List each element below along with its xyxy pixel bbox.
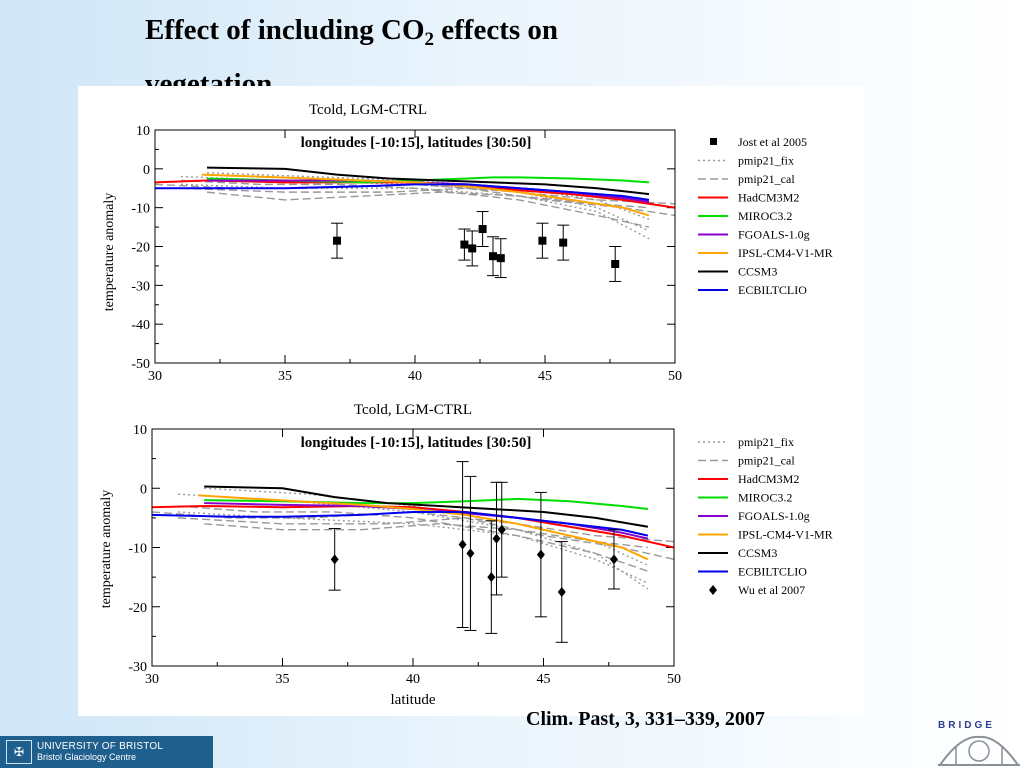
chart-1-series-pmip21-cal-line-0	[152, 511, 674, 543]
chart-0-legend-label: HadCM3M2	[738, 191, 799, 205]
chart-0-x-tick-label: 30	[148, 369, 162, 384]
university-of-bristol-logo: ✠ UNIVERSITY OF BRISTOL Bristol Glaciolo…	[0, 736, 213, 768]
chart-1-data-point	[497, 524, 506, 535]
chart-0-series-pmip21-cal-line-1	[180, 179, 650, 228]
citation: Clim. Past, 3, 331–339, 2007	[526, 708, 765, 730]
chart-0-legend-label: Jost et al 2005	[738, 135, 807, 149]
bridge-logo-text: BRIDGE	[938, 720, 995, 731]
chart-1-data-point	[330, 554, 339, 565]
chart-0-data-point	[478, 225, 487, 234]
chart-0-data-point	[496, 254, 505, 263]
chart-0-legend-label: IPSL-CM4-V1-MR	[738, 246, 833, 260]
chart-0-y-tick-label: 10	[136, 124, 150, 139]
chart-1-y-tick-label: 10	[133, 423, 147, 438]
chart-1-plot-frame	[151, 428, 675, 667]
chart-1-y-tick-label: -10	[128, 542, 147, 557]
chart-1-legend-label: CCSM3	[738, 546, 777, 560]
chart-0-data-point	[538, 236, 547, 245]
bottom-chart-title: Tcold, LGM-CTRL	[354, 402, 472, 418]
chart-1-data-point	[492, 533, 501, 544]
chart-0-x-tick-label: 35	[278, 369, 292, 384]
chart-0-legend-label: ECBILTCLIO	[738, 283, 807, 297]
chart-1-y-tick-label: -30	[128, 660, 147, 675]
bridge-logo: BRIDGE	[936, 719, 1022, 767]
chart-1-legend-label: IPSL-CM4-V1-MR	[738, 528, 833, 542]
slide-title: Effect of including CO2 effects on vegeta…	[145, 14, 559, 100]
bottom-chart-xlabel: latitude	[391, 692, 436, 708]
chart-0-y-tick-label: 0	[143, 163, 150, 178]
chart-1-legend-label: MIROC3.2	[738, 491, 792, 505]
chart-0-y-tick-label: -50	[131, 357, 150, 372]
chart-1-y-tick-label: -20	[128, 601, 147, 616]
chart-0-data-point	[468, 244, 477, 253]
chart-1-legend-label: HadCM3M2	[738, 472, 799, 486]
chart-1-x-tick-label: 30	[145, 672, 159, 687]
top-chart-ylabel: temperature anomaly	[102, 193, 117, 312]
chart-0-y-tick-label: -30	[131, 279, 150, 294]
chart-0-data-point	[611, 259, 620, 268]
top-chart: Tcold, LGM-CTRL longitudes [-10:15], lat…	[102, 102, 833, 384]
chart-1-series-group	[152, 461, 674, 643]
chart-1-legend-marker	[709, 585, 717, 595]
chart-0-x-tick-label: 45	[538, 369, 552, 384]
chart-1-x-tick-label: 40	[406, 672, 420, 687]
logo-line-2: Bristol Glaciology Centre	[37, 752, 137, 762]
chart-1-data-point	[458, 539, 467, 550]
chart-1-y-tick-label: 0	[140, 482, 147, 497]
chart-1-data-point	[466, 548, 475, 559]
chart-0-legend-label: FGOALS-1.0g	[738, 228, 810, 242]
chart-1-x-tick-label: 45	[537, 672, 551, 687]
chart-0-x-tick-label: 40	[408, 369, 422, 384]
chart-1-series-hadcm3m2-line-0	[152, 505, 674, 549]
top-chart-annotation: longitudes [-10:15], latitudes [30:50]	[301, 135, 532, 151]
chart-0-series-ecbiltclio-line-0	[155, 183, 650, 201]
chart-0-legend-label: CCSM3	[738, 265, 777, 279]
chart-1-series-ccsm3-line-0	[204, 485, 649, 528]
chart-0-legend-label: MIROC3.2	[738, 209, 792, 223]
chart-0-series-group	[155, 166, 675, 282]
chart-0-series-ccsm3-line-0	[206, 166, 650, 196]
chart-0-legend-label: pmip21_cal	[738, 172, 795, 186]
bottom-chart-annotation: longitudes [-10:15], latitudes [30:50]	[301, 435, 532, 451]
chart-1-legend-label: Wu et al 2007	[738, 583, 805, 597]
university-crest-icon: ✠	[6, 740, 32, 764]
bridge-icon	[938, 735, 1020, 766]
chart-1-series-pmip21-cal-line-1	[178, 505, 649, 572]
chart-1-data-point	[487, 572, 496, 583]
figure-panel: Tcold, LGM-CTRL longitudes [-10:15], lat…	[78, 86, 864, 716]
chart-0-data-point	[460, 240, 469, 249]
chart-1-legend-label: ECBILTCLIO	[738, 565, 807, 579]
chart-1-data-point	[536, 549, 545, 560]
chart-1-series-ecbiltclio-line-0	[152, 510, 649, 537]
chart-1-series-pmip21-fix-line-1	[178, 511, 649, 584]
chart-1-data-point	[557, 586, 566, 597]
chart-1-data-point	[609, 554, 618, 565]
bottom-chart-ylabel: temperature anomaly	[99, 490, 114, 609]
logo-line-1: UNIVERSITY OF BRISTOL	[37, 741, 164, 752]
chart-0-plot-frame	[154, 129, 676, 364]
top-chart-title: Tcold, LGM-CTRL	[309, 102, 427, 118]
chart-0-data-point	[559, 238, 568, 247]
chart-0-y-tick-label: -40	[131, 318, 150, 333]
chart-1-series-fgoals-1-0g-line-0	[204, 502, 649, 540]
chart-1-x-tick-label: 35	[276, 672, 290, 687]
chart-1-x-tick-label: 50	[667, 672, 681, 687]
chart-0-legend-marker	[710, 138, 717, 145]
chart-1-series-pmip21-cal-line-2	[204, 523, 648, 549]
chart-0-x-tick-label: 50	[668, 369, 682, 384]
chart-0-y-tick-label: -10	[131, 202, 150, 217]
bottom-chart: Tcold, LGM-CTRL longitudes [-10:15], lat…	[99, 402, 833, 708]
chart-1-legend-label: FGOALS-1.0g	[738, 509, 810, 523]
chart-1-legend-label: pmip21_fix	[738, 435, 794, 449]
chart-figure: Tcold, LGM-CTRL longitudes [-10:15], lat…	[99, 102, 833, 708]
chart-0-data-point	[333, 236, 341, 245]
chart-0-y-tick-label: -20	[131, 241, 150, 256]
chart-1-legend-label: pmip21_cal	[738, 454, 795, 468]
chart-0-data-point	[489, 252, 497, 261]
chart-1-series-pmip21-fix-line-2	[204, 487, 649, 566]
chart-0-legend-label: pmip21_fix	[738, 154, 794, 168]
